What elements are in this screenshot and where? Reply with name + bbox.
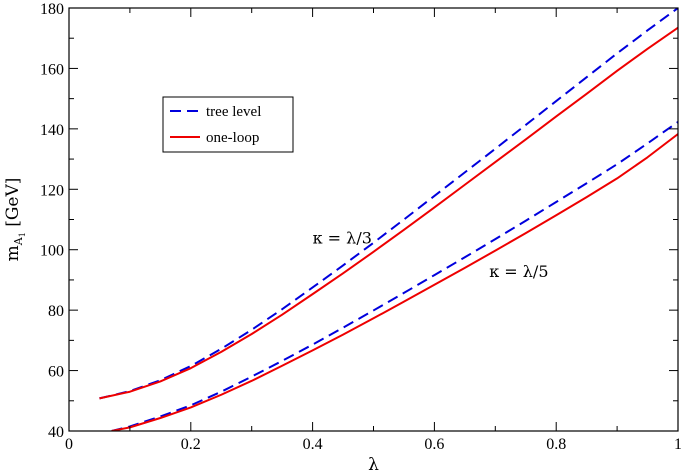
curve-annotation-1: κ = λ/5 [489,262,548,281]
y-tick-label: 100 [40,243,64,260]
y-axis-label-subsub: 1 [18,232,27,237]
y-tick-label: 140 [40,122,64,139]
legend: tree level one-loop [162,96,294,153]
x-tick-label: 0.6 [424,436,444,453]
series-layer [99,8,678,431]
y-axis-label-unit: [GeV] [3,178,23,233]
series-line-tree-level-kappa-lambda-over-3 [99,8,678,400]
y-tick-label: 120 [40,182,64,199]
x-tick-label: 0.2 [181,436,201,453]
x-axis-label: λ [368,455,379,475]
curve-annotation-0: κ = λ/3 [313,229,372,248]
series-line-one-loop-kappa-lambda-over-5 [111,133,678,431]
y-tick-label: 60 [48,364,64,381]
y-axis-label-sub: A [12,236,25,246]
series-line-one-loop-kappa-lambda-over-3 [99,26,678,400]
x-tick-label: 0.4 [303,436,323,453]
y-tick-label: 80 [48,303,64,320]
x-tick-label: 1 [674,436,681,453]
legend-box [162,96,294,153]
y-tick-label: 180 [40,1,64,18]
legend-label-one-loop: one-loop [206,130,259,146]
x-tick-label: 0.8 [546,436,566,453]
annotations-layer: κ = λ/3 κ = λ/5 [313,229,549,281]
legend-label-tree-level: tree level [206,104,261,120]
y-tick-label: 160 [40,61,64,78]
y-axis-label-main: m [3,245,23,261]
y-tick-label: 40 [48,424,64,441]
y-axis-label: mA1 [GeV] [3,178,27,262]
series-line-tree-level-kappa-lambda-over-5 [111,121,678,431]
x-tick-label: 0 [65,436,73,453]
